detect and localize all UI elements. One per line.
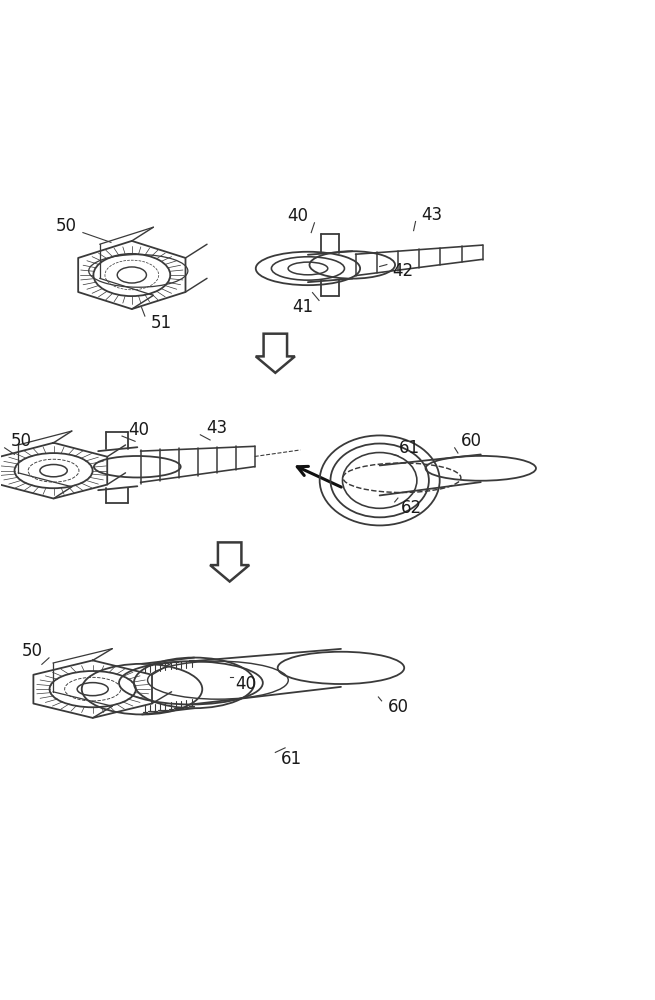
- Text: 50: 50: [10, 432, 31, 450]
- Text: 41: 41: [292, 298, 313, 316]
- Text: 60: 60: [460, 432, 481, 450]
- Text: 60: 60: [388, 698, 409, 716]
- Text: 61: 61: [281, 750, 302, 768]
- Text: 40: 40: [288, 207, 309, 225]
- Text: 40: 40: [128, 421, 149, 439]
- Text: 40: 40: [235, 675, 257, 693]
- Text: 51: 51: [151, 314, 172, 332]
- Text: 43: 43: [421, 206, 442, 224]
- Text: 50: 50: [56, 217, 77, 235]
- Text: 43: 43: [206, 419, 227, 437]
- Text: 50: 50: [22, 642, 43, 660]
- Text: 61: 61: [398, 439, 420, 457]
- Text: 42: 42: [392, 262, 414, 280]
- Text: 62: 62: [400, 499, 422, 517]
